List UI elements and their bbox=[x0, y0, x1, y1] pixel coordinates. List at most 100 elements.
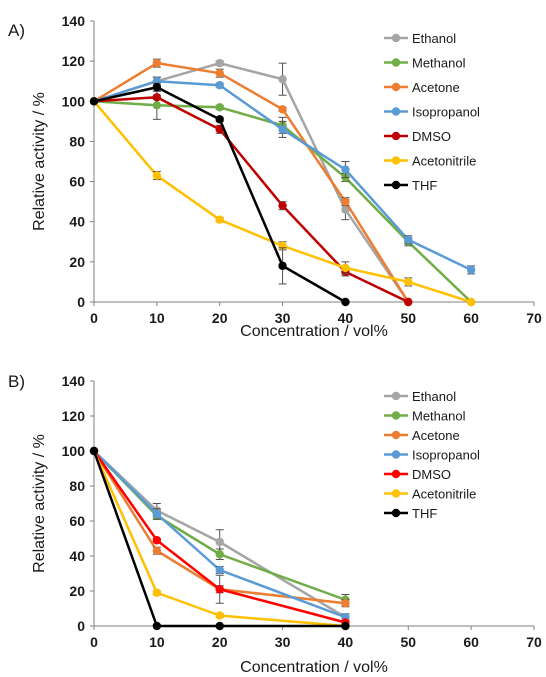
legend-label: Ethanol bbox=[412, 31, 456, 46]
legend-item: Ethanol bbox=[384, 31, 456, 46]
legend-label: THF bbox=[412, 178, 437, 193]
x-axis-title: Concentration / vol% bbox=[240, 323, 388, 340]
y-tick-label: 100 bbox=[62, 443, 86, 459]
y-axis-title: Relative activity / % bbox=[31, 434, 48, 573]
data-point bbox=[215, 585, 224, 594]
data-point bbox=[215, 611, 224, 620]
legend-swatch-marker bbox=[391, 450, 401, 459]
x-tick-label: 30 bbox=[275, 634, 291, 650]
series-line bbox=[92, 450, 346, 605]
x-tick-label: 20 bbox=[212, 310, 228, 326]
legend-label: Isopropanol bbox=[412, 448, 480, 463]
data-point bbox=[404, 277, 413, 287]
legend-item: Acetone bbox=[384, 428, 460, 443]
y-tick-label: 80 bbox=[69, 478, 85, 494]
legend-label: DMSO bbox=[412, 129, 451, 144]
legend-label: THF bbox=[412, 506, 437, 521]
data-point bbox=[278, 201, 287, 210]
data-point bbox=[466, 297, 476, 307]
legend-item: DMSO bbox=[384, 467, 451, 482]
panel-label: A) bbox=[8, 21, 25, 40]
x-tick-label: 70 bbox=[526, 634, 542, 650]
legend-item: Acetonitrile bbox=[384, 487, 476, 502]
data-point bbox=[152, 621, 162, 631]
data-point bbox=[152, 588, 162, 597]
legend-item: THF bbox=[384, 178, 437, 193]
x-tick-label: 70 bbox=[526, 310, 542, 326]
data-point bbox=[152, 83, 162, 92]
y-tick-label: 0 bbox=[77, 294, 85, 310]
data-point bbox=[152, 171, 162, 180]
legend-swatch-marker bbox=[391, 107, 401, 116]
y-tick-label: 40 bbox=[69, 548, 85, 564]
legend-item: Methanol bbox=[384, 409, 466, 424]
series-thf bbox=[89, 82, 350, 307]
legend-item: Acetonitrile bbox=[384, 154, 476, 169]
series-line bbox=[92, 450, 346, 628]
data-point bbox=[341, 197, 350, 206]
data-point bbox=[215, 565, 224, 575]
data-point bbox=[278, 261, 287, 271]
series-acetonitrile bbox=[89, 97, 476, 307]
x-tick-label: 30 bbox=[275, 310, 291, 326]
x-tick-label: 50 bbox=[400, 310, 416, 326]
panel-b: B) 0 20 40 60 80 100 120 140 0 10 20 30 40 50 60 70 Conce… bbox=[8, 372, 542, 676]
data-point bbox=[278, 125, 287, 134]
legend-item: Ethanol bbox=[384, 389, 456, 404]
legend-label: Acetone bbox=[412, 428, 460, 443]
panel-label: B) bbox=[8, 372, 25, 391]
legend-item: Acetone bbox=[384, 80, 460, 95]
legend-swatch-marker bbox=[391, 469, 401, 479]
data-point bbox=[215, 537, 224, 547]
legend-swatch-marker bbox=[391, 33, 401, 43]
series-line bbox=[93, 61, 410, 303]
series-acetone bbox=[89, 58, 413, 307]
legend-label: Isopropanol bbox=[412, 105, 480, 120]
x-tick-label: 40 bbox=[338, 634, 354, 650]
legend-label: Methanol bbox=[412, 56, 466, 71]
y-tick-label: 120 bbox=[62, 408, 86, 424]
data-point bbox=[215, 68, 224, 78]
x-tick-label: 50 bbox=[400, 634, 416, 650]
data-point bbox=[278, 105, 287, 114]
x-tick-label: 20 bbox=[212, 634, 228, 650]
data-point bbox=[341, 599, 350, 608]
series-line bbox=[93, 96, 409, 304]
x-axis-title: Concentration / vol% bbox=[240, 659, 388, 676]
series-line bbox=[93, 450, 346, 619]
legend-swatch-marker bbox=[391, 131, 401, 141]
series-dmso bbox=[89, 93, 413, 307]
data-point bbox=[215, 103, 224, 112]
legend-item: THF bbox=[384, 506, 437, 521]
y-axis-title: Relative activity / % bbox=[31, 92, 48, 231]
legend-swatch-marker bbox=[391, 180, 401, 190]
legend-swatch-marker bbox=[391, 156, 401, 165]
x-tick-label: 10 bbox=[149, 634, 165, 650]
data-point bbox=[89, 446, 99, 456]
legend-label: DMSO bbox=[412, 467, 451, 482]
x-tick-label: 60 bbox=[463, 634, 479, 650]
legend-swatch-marker bbox=[391, 82, 401, 92]
y-tick-label: 40 bbox=[69, 214, 85, 230]
legend-item: Isopropanol bbox=[384, 448, 480, 463]
series-isopropanol bbox=[89, 446, 350, 622]
legend-label: Acetone bbox=[412, 80, 460, 95]
legend-swatch-marker bbox=[391, 58, 401, 67]
legend-swatch-marker bbox=[391, 391, 401, 401]
data-point bbox=[466, 265, 476, 275]
data-point bbox=[152, 93, 162, 102]
data-point bbox=[89, 97, 99, 106]
legend-label: Methanol bbox=[412, 409, 466, 424]
data-point bbox=[215, 81, 224, 90]
legend-swatch-marker bbox=[391, 489, 401, 498]
y-tick-label: 20 bbox=[69, 583, 85, 599]
legend-label: Acetonitrile bbox=[412, 154, 476, 169]
x-tick-label: 0 bbox=[90, 310, 98, 326]
legend: Ethanol Methanol Acetone Isopropanol DMSO Ace… bbox=[384, 389, 480, 521]
data-point bbox=[404, 235, 413, 244]
data-point bbox=[152, 536, 162, 545]
y-tick-label: 0 bbox=[77, 618, 85, 634]
data-point bbox=[341, 165, 350, 174]
data-point bbox=[278, 75, 287, 84]
